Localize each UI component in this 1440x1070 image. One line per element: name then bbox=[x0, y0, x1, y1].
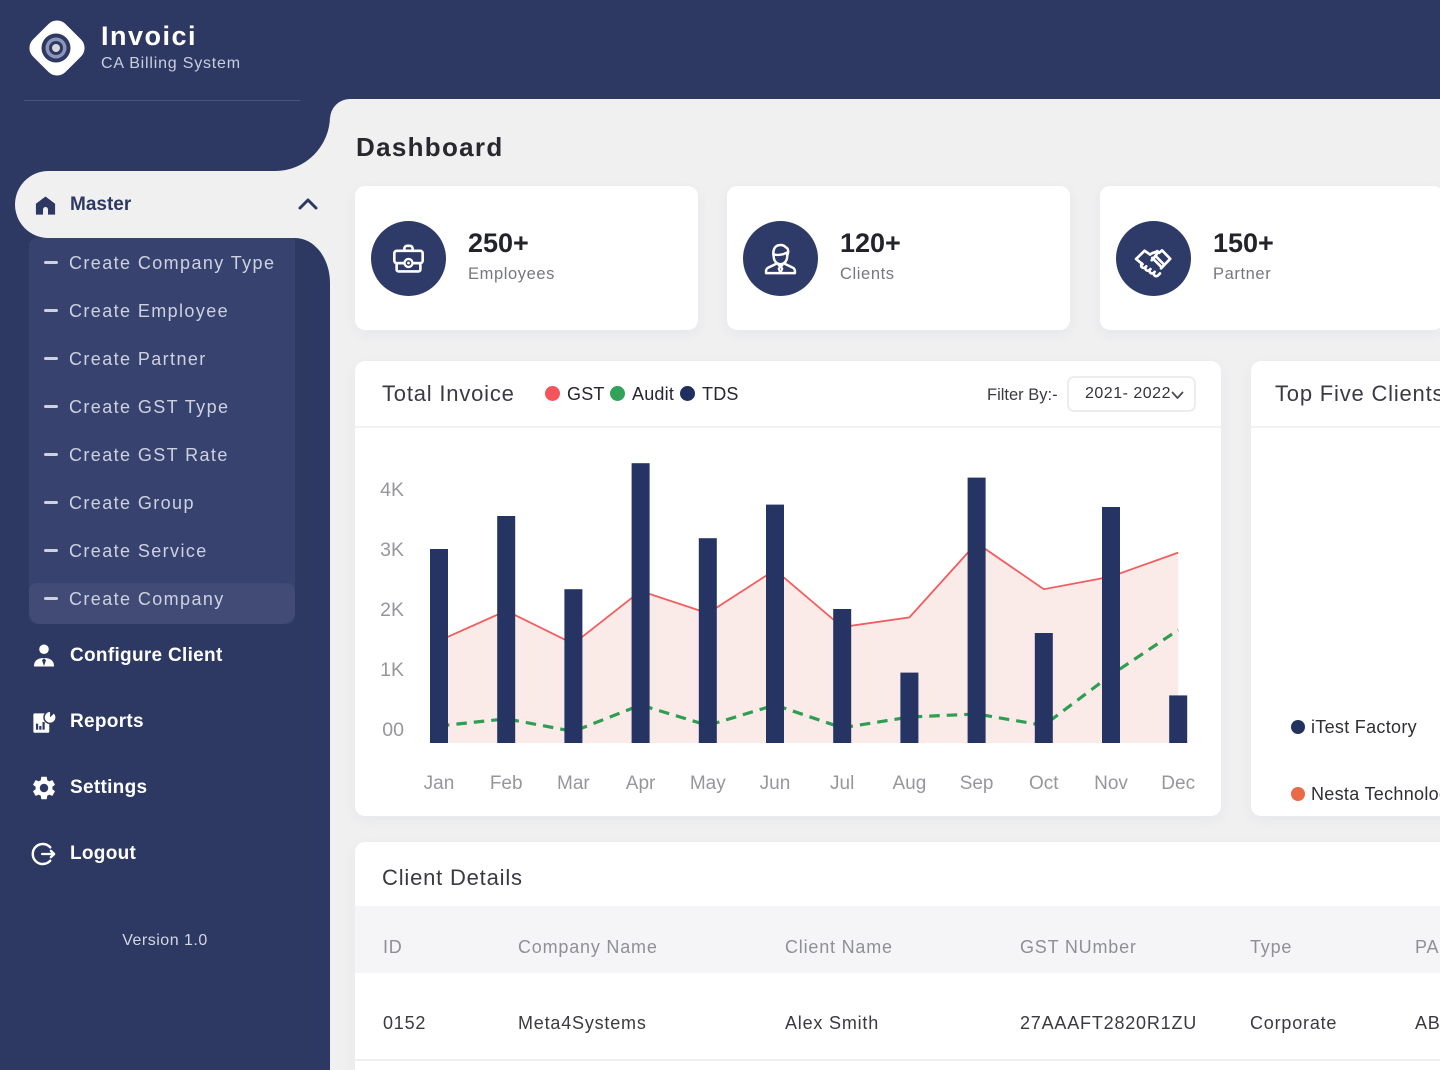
svg-text:2K: 2K bbox=[380, 599, 404, 621]
svg-text:Nov: Nov bbox=[1094, 773, 1128, 794]
svg-text:1K: 1K bbox=[380, 659, 404, 681]
svg-text:Dec: Dec bbox=[1161, 773, 1195, 794]
svg-text:Mar: Mar bbox=[557, 773, 590, 794]
svg-text:Jun: Jun bbox=[760, 773, 791, 794]
svg-text:Jul: Jul bbox=[830, 773, 854, 794]
svg-text:Sep: Sep bbox=[960, 773, 994, 794]
svg-text:00: 00 bbox=[382, 719, 404, 741]
svg-text:3K: 3K bbox=[380, 539, 404, 561]
svg-text:Jan: Jan bbox=[424, 773, 455, 794]
svg-text:May: May bbox=[690, 773, 726, 794]
svg-text:Oct: Oct bbox=[1029, 773, 1059, 794]
svg-text:Aug: Aug bbox=[892, 773, 926, 794]
svg-text:Feb: Feb bbox=[490, 773, 523, 794]
svg-text:4K: 4K bbox=[380, 479, 404, 501]
svg-text:Apr: Apr bbox=[626, 773, 656, 794]
